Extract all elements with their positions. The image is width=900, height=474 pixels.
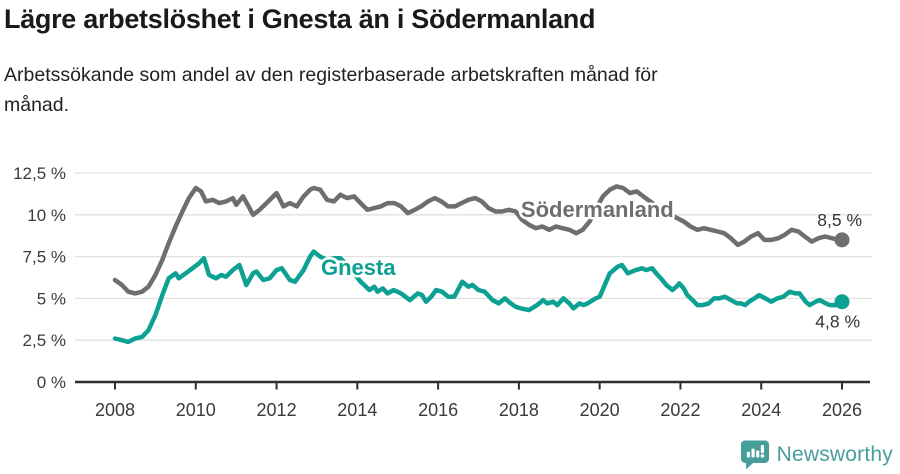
- bar-chart-speech-bubble-icon: [740, 440, 769, 470]
- y-axis-tick-label: 0 %: [37, 373, 66, 392]
- x-axis-tick-label: 2012: [257, 400, 297, 420]
- unemployment-line-chart: 0 % 2,5 % 5 % 7,5 % 10 % 12,5 % 2008 2010 2012 20…: [13, 164, 872, 420]
- x-axis-tick-label: 2016: [418, 400, 458, 420]
- y-axis-tick-label: 12,5 %: [13, 164, 66, 183]
- x-axis-tick-label: 2010: [176, 400, 216, 420]
- x-axis-tick-label: 2024: [741, 400, 781, 420]
- x-axis-tick-label: 2008: [95, 400, 135, 420]
- newsworthy-logo: Newsworthy: [740, 439, 893, 470]
- y-axis-tick-label: 7,5 %: [23, 248, 66, 267]
- x-axis-tick-label: 2014: [337, 400, 377, 420]
- y-axis-tick-label: 2,5 %: [23, 331, 66, 350]
- series-end-dot-gnesta: [834, 294, 850, 310]
- series-label-gnesta: Gnesta: [321, 255, 396, 280]
- end-value-label-sdermanland: 8,5 %: [817, 210, 862, 230]
- series-line-gnesta: [112, 249, 845, 345]
- series-label-sdermanland: Södermanland: [521, 197, 674, 222]
- page-title: Lägre arbetslöshet i Gnesta än i Söderma…: [4, 4, 596, 34]
- brand-name: Newsworthy: [776, 442, 893, 466]
- y-axis-tick-label: 10 %: [27, 206, 66, 225]
- x-axis-tick-label: 2020: [580, 400, 620, 420]
- x-axis-tick-label: 2022: [660, 400, 700, 420]
- x-axis-tick-label: 2026: [822, 400, 862, 420]
- chart-subtitle: Arbetssökande som andel av den registerb…: [4, 64, 658, 116]
- series-line-sdermanland: [112, 184, 845, 296]
- series-end-dot-sdermanland: [834, 232, 850, 248]
- y-axis-tick-label: 5 %: [37, 289, 66, 308]
- x-axis-tick-label: 2018: [499, 400, 539, 420]
- end-value-label-gnesta: 4,8 %: [815, 312, 860, 332]
